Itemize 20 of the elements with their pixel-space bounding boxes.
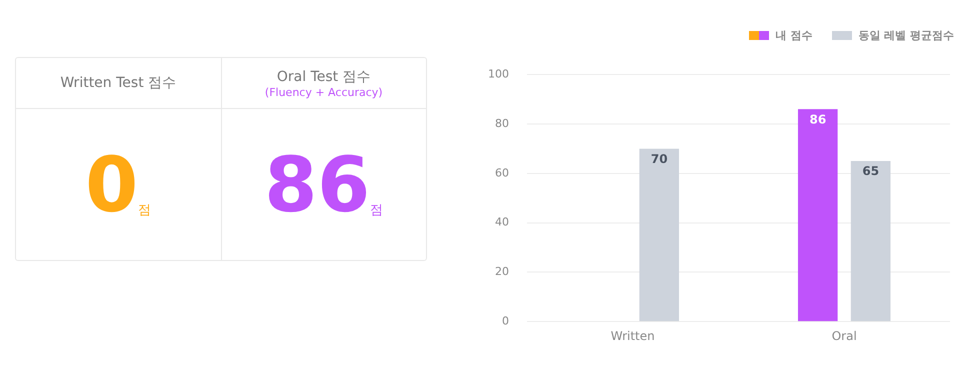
y-tick-label: 40 <box>494 216 509 229</box>
text: 점 <box>370 202 384 218</box>
x-tick-label: Oral <box>832 328 857 343</box>
legend-label: 동일 레벨 평균점수 <box>858 28 954 43</box>
category-label: Written Test 점수 <box>60 74 176 92</box>
data-label: 86 <box>809 112 826 126</box>
y-tick-label: 0 <box>502 314 509 328</box>
text: 86 <box>264 140 370 228</box>
y-tick-label: 100 <box>488 67 509 80</box>
category-label: Oral Test 점수 <box>276 68 371 86</box>
text: 0 <box>85 140 138 228</box>
x-tick-label: Written <box>610 328 655 343</box>
data-label: 65 <box>862 164 880 178</box>
data-label: 70 <box>650 152 668 166</box>
text: 점 <box>138 202 152 218</box>
y-tick-label: 20 <box>494 265 509 278</box>
text: (Fluency + Accuracy) <box>264 86 383 98</box>
y-tick-label: 60 <box>494 166 509 180</box>
y-tick-label: 80 <box>494 116 509 130</box>
legend-label: 내 점수 <box>775 28 812 43</box>
